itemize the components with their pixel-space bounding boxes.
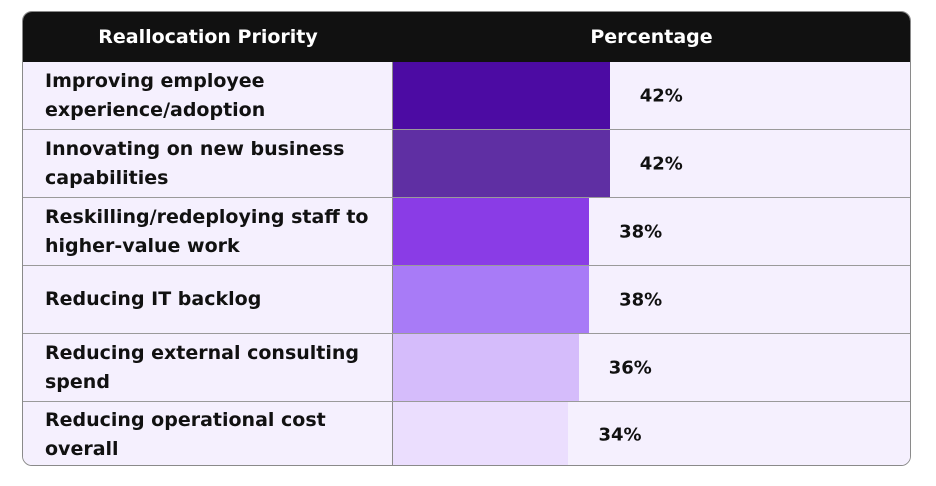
bar-value-label: 38% [619, 221, 663, 242]
table-header: Reallocation Priority Percentage [23, 12, 910, 62]
bar [393, 198, 590, 265]
bar-cell: 42% [393, 130, 910, 197]
bar [393, 130, 610, 197]
priority-label: Reducing operational cost overall [23, 402, 393, 465]
bar [393, 334, 579, 401]
priority-label: Reducing IT backlog [23, 266, 393, 333]
bar-value-label: 42% [639, 153, 683, 174]
table-row: Reducing external consulting spend 36% [23, 333, 910, 401]
priority-label: Reskilling/redeploying staff to higher-v… [23, 198, 393, 265]
priority-label: Improving employee experience/adoption [23, 62, 393, 129]
bar-value-label: 42% [639, 85, 683, 106]
table-row: Innovating on new business capabilities 4… [23, 129, 910, 197]
priority-table: Reallocation Priority Percentage Improvi… [22, 11, 911, 466]
bar-value-label: 34% [598, 424, 642, 445]
table-row: Reducing operational cost overall 34% [23, 401, 910, 465]
table-row: Reskilling/redeploying staff to higher-v… [23, 197, 910, 265]
bar-cell: 42% [393, 62, 910, 129]
bar [393, 266, 590, 333]
table-row: Reducing IT backlog 38% [23, 265, 910, 333]
bar-value-label: 36% [608, 357, 652, 378]
bar-cell: 36% [393, 334, 910, 401]
table-body: Improving employee experience/adoption 42… [23, 62, 910, 465]
priority-label: Reducing external consulting spend [23, 334, 393, 401]
table-row: Improving employee experience/adoption 42… [23, 62, 910, 129]
bar [393, 62, 610, 129]
header-percentage: Percentage [590, 26, 713, 48]
bar [393, 402, 569, 465]
bar-value-label: 38% [619, 289, 663, 310]
header-priority: Reallocation Priority [98, 26, 318, 48]
bar-cell: 38% [393, 266, 910, 333]
priority-label: Innovating on new business capabilities [23, 130, 393, 197]
bar-cell: 34% [393, 402, 910, 465]
bar-cell: 38% [393, 198, 910, 265]
